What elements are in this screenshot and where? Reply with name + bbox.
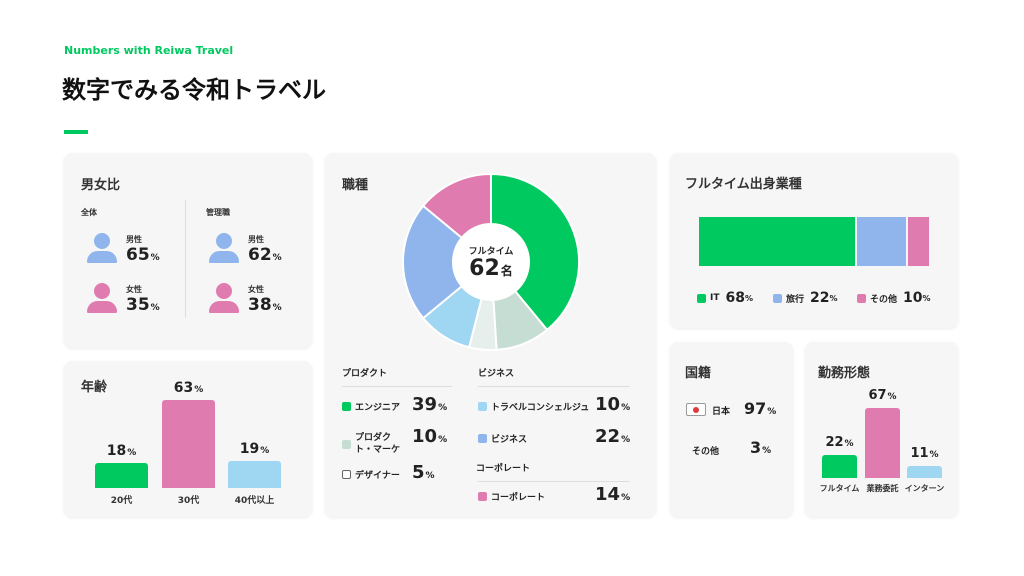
nationality-title: 国籍 [685, 366, 712, 381]
job-legend-value: 14% [595, 484, 631, 505]
legend-label: その他 [870, 294, 898, 305]
divider [342, 386, 452, 387]
japan-flag-icon [686, 403, 706, 416]
gender-card [64, 153, 312, 348]
bar-category-label: 業務委託 [866, 484, 899, 493]
legend-swatch [478, 492, 487, 501]
bar [865, 407, 900, 478]
jobs-title: 職種 [342, 178, 369, 193]
legend-label: デザイナー [355, 471, 400, 481]
bar-category-label: 20代 [110, 496, 133, 506]
male-value: 65% [126, 245, 160, 265]
bar [822, 454, 857, 478]
gender-title: 男女比 [81, 178, 121, 193]
group-product: プロダクト [342, 369, 388, 379]
male-icon [87, 233, 117, 263]
origin-legend-item: その他 10% [857, 290, 931, 306]
job-legend-value: 10% [595, 394, 631, 415]
bar-value-label: 18% [106, 442, 137, 459]
job-legend-item: エンジニア [342, 400, 400, 413]
job-legend-value: 22% [595, 426, 631, 447]
female-label: 女性 [126, 285, 142, 294]
bar-value-label: 11% [910, 446, 939, 462]
stacked-bar-segment [907, 217, 929, 266]
legend-swatch [342, 439, 351, 449]
male-label: 男性 [126, 235, 142, 244]
group-business: ビジネス [478, 369, 515, 379]
nationality-label: 日本 [712, 407, 731, 417]
bar-value-label: 63% [173, 379, 204, 396]
bar-category-label: 40代以上 [234, 496, 275, 506]
bar-category-label: インターン [904, 484, 945, 493]
legend-label: 旅行 [786, 294, 805, 305]
legend-value: 68 [725, 290, 745, 306]
nationality-label: その他 [692, 447, 720, 457]
nationality-value: 97% [744, 399, 777, 418]
origin-title: フルタイム出身業種 [685, 177, 802, 192]
job-legend-value: 39% [412, 394, 448, 415]
gender-group-label: 管理職 [206, 208, 230, 217]
female-value: 35% [126, 295, 160, 315]
legend-swatch [478, 402, 487, 411]
bar [228, 461, 281, 488]
legend-label: エンジニア [355, 403, 401, 413]
bar [162, 399, 215, 488]
job-legend-item: コーポレート [478, 490, 545, 503]
legend-swatch [342, 402, 351, 411]
male-label: 男性 [248, 235, 264, 244]
job-legend-item: プロダクト・マーケ [342, 432, 412, 456]
bar-value-label: 22% [825, 434, 854, 450]
legend-label: プロダクト・マーケ [355, 433, 401, 455]
bar-value-label: 67% [868, 387, 897, 403]
donut-center-value: 62名 [469, 256, 513, 281]
divider [478, 386, 630, 387]
divider [185, 200, 186, 318]
bar-category-label: フルタイム [819, 484, 860, 493]
legend-value: 22 [810, 290, 830, 306]
origin-legend-item: IT 68% [697, 290, 753, 306]
female-value: 38% [248, 295, 282, 315]
stacked-bar-segment [856, 217, 906, 266]
donut-center-label: フルタイム [468, 247, 514, 257]
stacked-bar-segment [699, 217, 855, 266]
legend-label: ビジネス [491, 435, 528, 445]
accent-bar [64, 130, 88, 134]
legend-label: IT [710, 293, 720, 303]
bar-value-label: 19% [239, 441, 270, 458]
job-legend-item: ビジネス [478, 432, 527, 445]
age-title: 年齢 [81, 380, 108, 395]
female-icon [87, 283, 117, 313]
female-icon [209, 283, 239, 313]
nationality-value: 3% [750, 438, 772, 457]
male-icon [209, 233, 239, 263]
legend-label: トラベルコンシェルジュ [491, 403, 590, 413]
legend-swatch [478, 434, 487, 443]
legend-value: 10 [903, 290, 923, 306]
job-legend-value: 10% [412, 426, 448, 447]
work-title: 勤務形態 [818, 366, 871, 381]
female-label: 女性 [248, 285, 264, 294]
bar [907, 466, 942, 478]
legend-swatch [342, 470, 351, 479]
job-legend-value: 5% [412, 462, 435, 483]
group-corporate: コーポレート [476, 464, 531, 474]
divider [478, 481, 630, 482]
origin-legend-item: 旅行 22% [773, 290, 838, 306]
header-subtitle: Numbers with Reiwa Travel [64, 44, 234, 57]
job-legend-item: デザイナー [342, 468, 400, 481]
gender-group-label: 全体 [81, 208, 97, 217]
page-title: 数字でみる令和トラベル [62, 76, 326, 104]
donut-hole [453, 224, 529, 300]
legend-swatch [697, 293, 706, 303]
jobs-donut-chart [402, 172, 580, 351]
nationality-card [670, 342, 793, 517]
bar [95, 462, 148, 488]
legend-swatch [773, 293, 782, 303]
legend-swatch [857, 293, 866, 303]
legend-label: コーポレート [491, 493, 546, 503]
job-legend-item: トラベルコンシェルジュ [478, 400, 589, 413]
male-value: 62% [248, 245, 282, 265]
bar-category-label: 30代 [177, 496, 200, 506]
